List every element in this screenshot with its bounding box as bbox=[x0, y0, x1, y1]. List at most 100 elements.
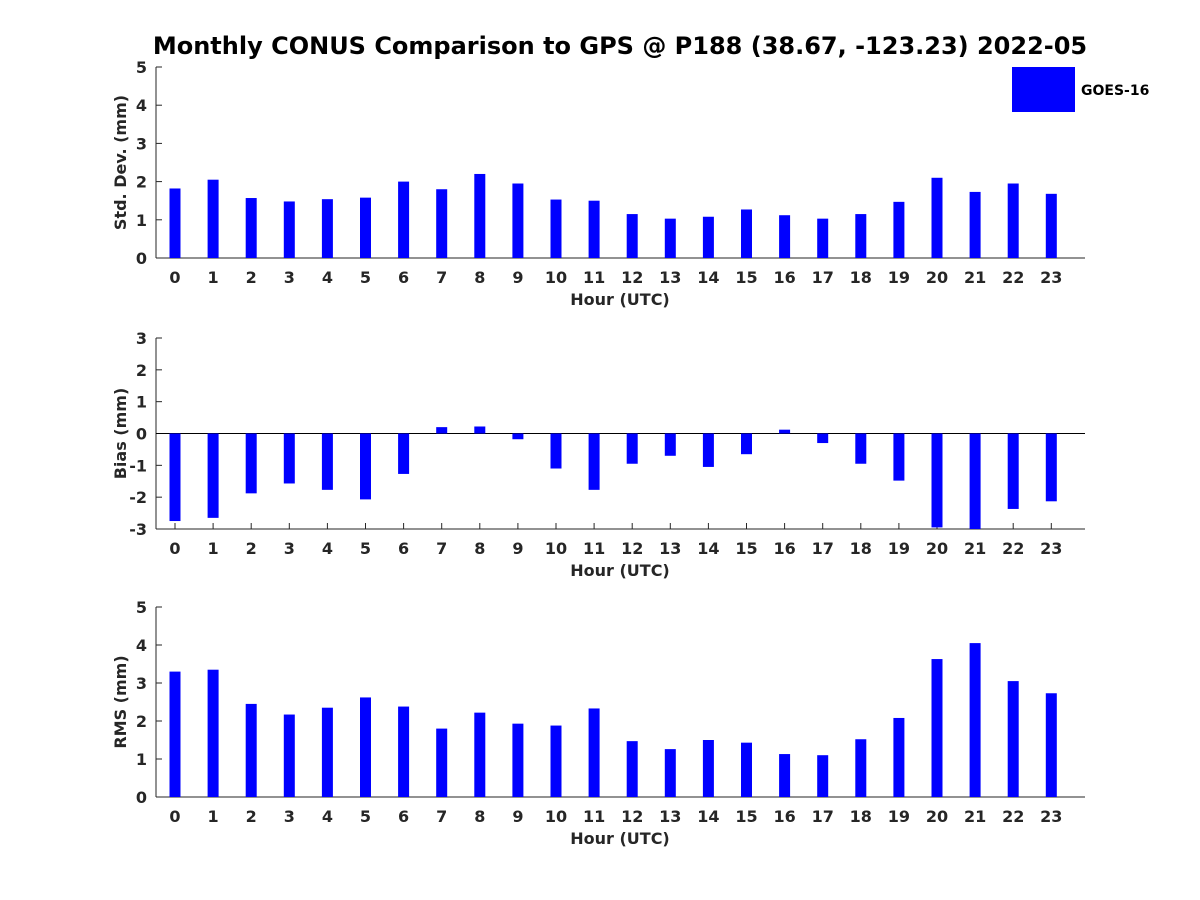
rms-x-tick-label: 3 bbox=[284, 807, 295, 826]
std-dev-x-tick-label: 0 bbox=[169, 268, 180, 287]
std-dev-y-tick-label: 1 bbox=[136, 211, 147, 230]
rms-y-tick-label: 5 bbox=[136, 598, 147, 617]
std-dev-x-tick-label: 13 bbox=[659, 268, 681, 287]
rms-bar bbox=[474, 712, 486, 797]
rms-y-tick-label: 3 bbox=[136, 674, 147, 693]
std-dev-bar bbox=[474, 173, 486, 258]
std-dev-bar bbox=[245, 198, 257, 258]
bias-bar bbox=[436, 427, 448, 434]
rms-bar bbox=[893, 717, 905, 797]
bias-y-tick-label: 1 bbox=[136, 393, 147, 412]
bias-y-axis-label: Bias (mm) bbox=[111, 388, 130, 480]
std-dev-y-axis-label: Std. Dev. (mm) bbox=[111, 95, 130, 230]
legend: GOES-16 bbox=[1012, 67, 1149, 112]
rms-x-tick-label: 12 bbox=[621, 807, 643, 826]
rms-y-tick-label: 0 bbox=[136, 788, 147, 807]
bias-bar bbox=[969, 433, 981, 529]
std-dev-y-tick-label: 0 bbox=[136, 249, 147, 268]
bias-x-tick-label: 12 bbox=[621, 539, 643, 558]
rms-x-tick-label: 22 bbox=[1002, 807, 1024, 826]
rms-x-tick-label: 17 bbox=[812, 807, 834, 826]
rms-x-tick-label: 19 bbox=[888, 807, 910, 826]
rms-x-tick-label: 14 bbox=[697, 807, 719, 826]
bias-x-tick-label: 20 bbox=[926, 539, 948, 558]
std-dev-x-tick-label: 16 bbox=[773, 268, 795, 287]
rms-x-tick-label: 1 bbox=[208, 807, 219, 826]
rms-bar bbox=[1007, 681, 1019, 797]
rms-bar bbox=[1045, 693, 1057, 797]
std-dev-bar bbox=[969, 191, 981, 258]
std-dev-bar bbox=[931, 177, 943, 258]
bias-bar bbox=[512, 433, 524, 440]
rms-bar bbox=[817, 755, 829, 797]
bias-y-tick-label: -1 bbox=[129, 456, 147, 475]
bias-bar bbox=[550, 433, 562, 469]
std-dev-bar bbox=[702, 216, 714, 258]
bias-x-tick-label: 9 bbox=[512, 539, 523, 558]
bias-x-tick-label: 18 bbox=[850, 539, 872, 558]
bias-bar bbox=[360, 433, 371, 500]
rms-y-axis-label: RMS (mm) bbox=[111, 655, 130, 748]
bias-bar bbox=[626, 433, 638, 464]
rms-bar bbox=[512, 723, 524, 797]
bias-x-tick-label: 11 bbox=[583, 539, 605, 558]
rms-x-tick-label: 5 bbox=[360, 807, 371, 826]
bias-bar bbox=[474, 426, 486, 434]
rms-y-tick-label: 4 bbox=[136, 636, 147, 655]
rms-bar bbox=[436, 728, 448, 797]
bias-y-tick-label: 3 bbox=[136, 329, 147, 348]
rms-x-tick-label: 0 bbox=[169, 807, 180, 826]
bias-bar bbox=[931, 433, 943, 528]
bias-x-tick-label: 10 bbox=[545, 539, 567, 558]
std-dev-bar bbox=[360, 197, 371, 258]
std-dev-x-tick-label: 5 bbox=[360, 268, 371, 287]
bias-x-tick-label: 16 bbox=[773, 539, 795, 558]
rms-bar bbox=[969, 643, 981, 797]
std-dev-x-tick-label: 23 bbox=[1040, 268, 1062, 287]
std-dev-x-tick-label: 10 bbox=[545, 268, 567, 287]
bias-y-tick-label: 2 bbox=[136, 361, 147, 380]
std-dev-x-tick-label: 17 bbox=[812, 268, 834, 287]
bias-bar bbox=[779, 429, 791, 434]
bias-y-tick-label: 0 bbox=[136, 425, 147, 444]
std-dev-x-tick-label: 21 bbox=[964, 268, 986, 287]
bias-bar bbox=[169, 433, 181, 522]
bias-bar bbox=[1045, 433, 1057, 502]
std-dev-x-tick-label: 8 bbox=[474, 268, 485, 287]
bias-x-tick-label: 13 bbox=[659, 539, 681, 558]
rms-bar bbox=[321, 707, 333, 797]
rms-bar bbox=[360, 697, 371, 797]
std-dev-x-tick-label: 4 bbox=[322, 268, 333, 287]
std-dev-bar bbox=[207, 179, 219, 258]
std-dev-bar bbox=[398, 181, 410, 258]
bias-bar bbox=[321, 433, 333, 490]
rms-x-tick-label: 8 bbox=[474, 807, 485, 826]
rms-bar bbox=[245, 703, 257, 797]
std-dev-bar bbox=[779, 215, 791, 258]
rms-x-tick-label: 21 bbox=[964, 807, 986, 826]
std-dev-x-tick-label: 15 bbox=[735, 268, 757, 287]
bias-bar bbox=[817, 433, 829, 444]
std-dev-x-tick-label: 3 bbox=[284, 268, 295, 287]
bias-bar bbox=[207, 433, 219, 518]
bias-x-tick-label: 8 bbox=[474, 539, 485, 558]
bias-bar bbox=[588, 433, 600, 490]
std-dev-x-tick-label: 2 bbox=[246, 268, 257, 287]
std-dev-x-tick-label: 22 bbox=[1002, 268, 1024, 287]
bias-x-tick-label: 15 bbox=[735, 539, 757, 558]
std-dev-bar bbox=[817, 218, 829, 258]
bias-x-tick-label: 7 bbox=[436, 539, 447, 558]
bias-bar bbox=[893, 433, 905, 481]
rms-bar bbox=[169, 671, 181, 797]
bias-bar bbox=[664, 433, 676, 456]
std-dev-bar bbox=[741, 209, 752, 258]
bias-x-tick-label: 3 bbox=[284, 539, 295, 558]
std-dev-bar bbox=[588, 200, 600, 258]
std-dev-y-tick-label: 4 bbox=[136, 96, 147, 115]
chart-title: Monthly CONUS Comparison to GPS @ P188 (… bbox=[153, 32, 1087, 60]
rms-bar bbox=[283, 714, 295, 797]
std-dev-y-tick-label: 5 bbox=[136, 58, 147, 77]
